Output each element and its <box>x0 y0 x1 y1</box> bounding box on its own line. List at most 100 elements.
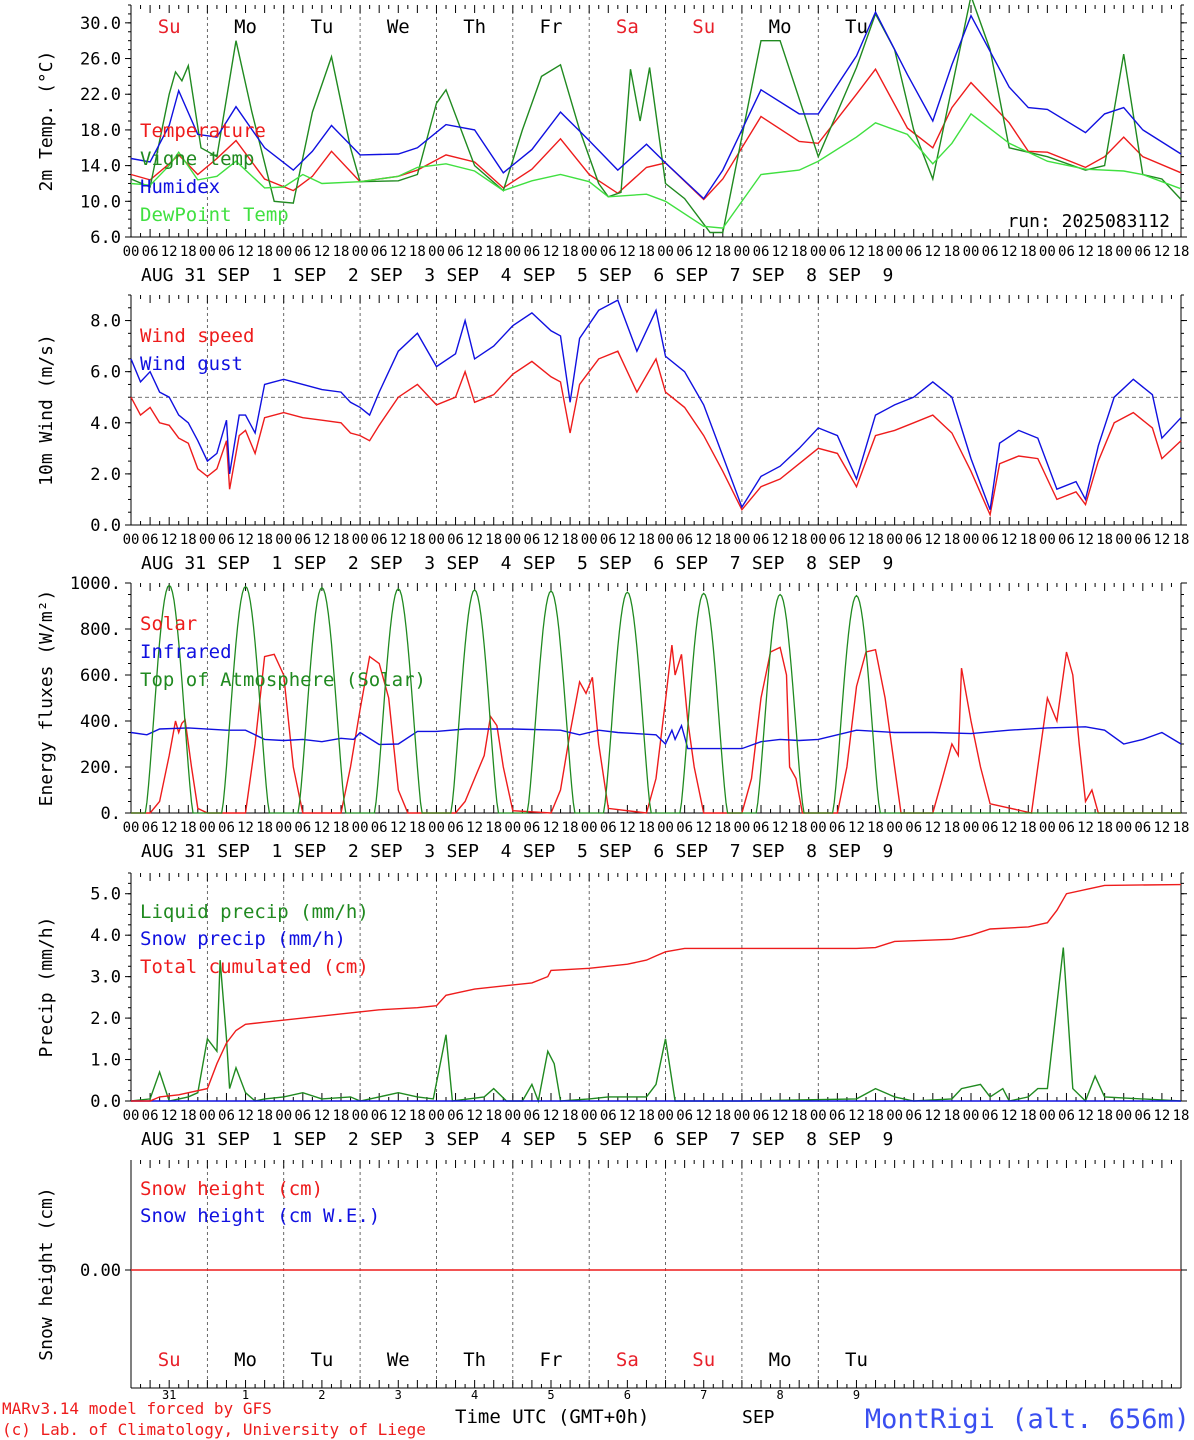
hour-tick-label: 18 <box>1173 532 1190 548</box>
hour-tick-label: 00 <box>1115 532 1132 548</box>
hour-tick-label: 00 <box>886 244 903 260</box>
hour-tick-label: 00 <box>733 1108 750 1124</box>
hour-tick-label: 18 <box>256 244 273 260</box>
hour-tick-label: 00 <box>657 820 674 836</box>
hour-tick-label: 00 <box>581 820 598 836</box>
series-line <box>130 723 1182 750</box>
y-tick-label: 5.0 <box>90 885 121 905</box>
hour-tick-label: 18 <box>1096 244 1113 260</box>
hour-tick-label: 06 <box>829 532 846 548</box>
hour-tick-label: 12 <box>1077 820 1094 836</box>
y-tick-label: 30.0 <box>80 14 121 34</box>
hour-tick-label: 00 <box>275 1108 292 1124</box>
hour-tick-label: 00 <box>275 244 292 260</box>
panel-5: 0.00 Snow height (cm) Snow height (cm) Snow… <box>36 1160 1187 1389</box>
date-label: SEP 3 <box>370 1129 435 1150</box>
day-label-bottom: Fr <box>540 1349 563 1371</box>
hour-tick-label: 00 <box>504 532 521 548</box>
hour-tick-label: 12 <box>466 532 483 548</box>
y-tick-label: 6.0 <box>90 363 121 383</box>
hour-tick-label: 06 <box>982 244 999 260</box>
hour-tick-label: 18 <box>1096 820 1113 836</box>
y-tick-label: 4.0 <box>90 926 121 946</box>
hour-tick-label: 00 <box>275 532 292 548</box>
day-number: 31 <box>162 1388 176 1402</box>
hour-tick-label: 12 <box>619 820 636 836</box>
hour-tick-label: 06 <box>447 820 464 836</box>
series-line <box>130 0 1182 234</box>
hour-tick-label: 06 <box>905 820 922 836</box>
hour-tick-label: 18 <box>256 820 273 836</box>
hour-tick-label: 12 <box>848 1108 865 1124</box>
y-axis-label: Precip (mm/h) <box>36 917 57 1058</box>
hour-tick-label: 12 <box>619 244 636 260</box>
series-line <box>130 299 1182 510</box>
hour-tick-label: 18 <box>1020 532 1037 548</box>
hour-tick-label: 12 <box>1001 820 1018 836</box>
y-tick-label: 10.0 <box>80 192 121 212</box>
date-label: SEP 6 <box>599 841 664 862</box>
y-axis-label: 2m Temp. (°C) <box>36 51 57 192</box>
hour-tick-label: 00 <box>886 820 903 836</box>
date-label: SEP 1 <box>217 841 282 862</box>
hour-tick-label: 06 <box>753 1108 770 1124</box>
hour-tick-label: 06 <box>600 532 617 548</box>
hour-tick-label: 12 <box>390 1108 407 1124</box>
date-label: SEP 3 <box>370 553 435 574</box>
hour-tick-label: 12 <box>237 1108 254 1124</box>
hour-tick-label: 00 <box>504 820 521 836</box>
hour-tick-label: 00 <box>733 820 750 836</box>
date-label: SEP 8 <box>752 1129 817 1150</box>
hour-tick-label: 00 <box>657 1108 674 1124</box>
hour-tick-label: 12 <box>1001 532 1018 548</box>
legend-entry: DewPoint Temp <box>140 204 289 226</box>
day-label: Mo <box>234 16 257 38</box>
day-number: 8 <box>776 1388 783 1402</box>
hour-tick-label: 12 <box>1153 820 1170 836</box>
day-number: 2 <box>318 1388 325 1402</box>
hour-tick-label: 18 <box>1173 244 1190 260</box>
hour-tick-label: 00 <box>199 1108 216 1124</box>
y-tick-label: 4.0 <box>90 414 121 434</box>
hour-tick-label: 06 <box>371 532 388 548</box>
hour-tick-label: 00 <box>810 532 827 548</box>
hour-tick-label: 12 <box>772 1108 789 1124</box>
hour-tick-label: 18 <box>714 532 731 548</box>
hour-tick-label: 12 <box>848 244 865 260</box>
date-label: SEP 9 <box>828 841 893 862</box>
y-axis-label: Snow height (cm) <box>36 1187 57 1360</box>
hour-tick-label: 12 <box>1153 532 1170 548</box>
hour-tick-label: 06 <box>1058 1108 1075 1124</box>
day-label-bottom: We <box>387 1349 410 1371</box>
date-label: SEP 2 <box>294 265 359 286</box>
date-label: SEP 7 <box>676 553 741 574</box>
hour-tick-label: 06 <box>753 532 770 548</box>
hour-tick-label: 06 <box>142 820 159 836</box>
y-tick-label: 2.0 <box>90 465 121 485</box>
date-label: AUG 31 <box>141 265 206 286</box>
hour-tick-label: 00 <box>1039 1108 1056 1124</box>
hour-tick-label: 06 <box>1058 532 1075 548</box>
date-label: SEP 6 <box>599 265 664 286</box>
hour-tick-label: 06 <box>600 820 617 836</box>
y-axis-label: Energy fluxes (W/m²) <box>36 590 57 807</box>
y-axis-label: 10m Wind (m/s) <box>36 334 57 486</box>
hour-tick-label: 12 <box>313 820 330 836</box>
hour-tick-label: 18 <box>485 820 502 836</box>
panel-1: 6.0 10.0 14.0 18.0 22.0 26.0 30.0 2m Temp. (°C)… <box>36 0 1189 286</box>
series-line <box>130 10 1182 200</box>
y-tick-label: 800. <box>80 620 121 640</box>
legend-entry: Solar <box>140 613 197 635</box>
hour-tick-label: 18 <box>1096 1108 1113 1124</box>
date-label: SEP 4 <box>446 1129 511 1150</box>
hour-tick-label: 00 <box>963 1108 980 1124</box>
y-tick-label: 22.0 <box>80 85 121 105</box>
hour-tick-label: 12 <box>1153 244 1170 260</box>
hour-tick-label: 18 <box>867 244 884 260</box>
day-number: 4 <box>471 1388 478 1402</box>
hour-tick-label: 12 <box>161 820 178 836</box>
hour-tick-label: 12 <box>772 820 789 836</box>
hour-tick-label: 18 <box>1096 532 1113 548</box>
